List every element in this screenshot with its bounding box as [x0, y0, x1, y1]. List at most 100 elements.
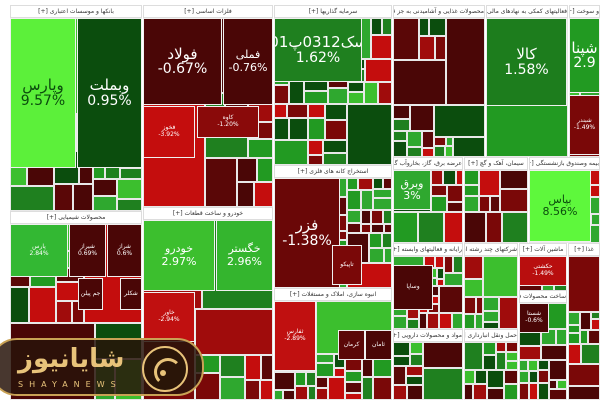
stock-cell[interactable]: [220, 377, 245, 400]
stock-cell[interactable]: [499, 297, 518, 329]
stock-cell[interactable]: [486, 102, 568, 157]
stock-cell[interactable]: [529, 383, 538, 400]
sector-header[interactable]: انبوه سازی، املاک و مستغلات [+]: [274, 288, 392, 301]
stock-cell[interactable]: [347, 178, 358, 190]
stock-cell[interactable]: [295, 386, 308, 400]
stock-cell[interactable]: [308, 155, 323, 165]
stock-cell[interactable]: [371, 210, 383, 224]
stock-cell[interactable]: [369, 248, 384, 263]
stock-cell[interactable]: [205, 158, 237, 207]
stock-cell[interactable]: [429, 18, 446, 36]
stock-cell[interactable]: [439, 313, 452, 329]
stock-cell[interactable]: [479, 170, 500, 196]
stock-cell[interactable]: [423, 368, 463, 400]
stock-cell[interactable]: [347, 190, 361, 210]
stock-cell[interactable]: [487, 388, 504, 400]
stock-tile[interactable]: سک0312پ011.62%: [274, 18, 362, 82]
sector-header[interactable]: بانکها و موسسات اعتباری [+]: [10, 5, 142, 18]
stock-tile[interactable]: کالا 1.58%: [486, 18, 567, 106]
stock-cell[interactable]: [274, 85, 289, 104]
stock-cell[interactable]: [435, 256, 444, 268]
stock-cell[interactable]: [283, 390, 295, 400]
stock-cell[interactable]: [373, 377, 392, 400]
stock-tile[interactable]: فملی -0.76%: [223, 18, 273, 105]
stock-cell[interactable]: [365, 59, 392, 82]
sector-header[interactable]: فعالیتهای کمکی به نهادهای مالی [+]: [486, 5, 568, 18]
stock-tile[interactable]: خگستر 2.96%: [216, 220, 273, 291]
stock-cell[interactable]: [446, 137, 453, 146]
stock-tile[interactable]: تاپیکو: [332, 245, 362, 285]
stock-cell[interactable]: [519, 346, 541, 360]
stock-cell[interactable]: [287, 104, 308, 118]
stock-tile[interactable]: حکشتی -1.49%: [519, 256, 567, 286]
stock-cell[interactable]: [325, 104, 347, 120]
stock-cell[interactable]: [295, 372, 306, 386]
stock-cell[interactable]: [496, 352, 506, 370]
stock-cell[interactable]: [475, 314, 483, 329]
stock-tile[interactable]: خاور -2.94%: [143, 292, 195, 342]
stock-cell[interactable]: [289, 118, 308, 140]
stock-cell[interactable]: [334, 368, 345, 377]
sector-header[interactable]: ساخت محصولات فلزی [+]: [519, 290, 567, 303]
stock-cell[interactable]: [325, 120, 347, 140]
stock-tile[interactable]: شراز 0.6%: [107, 224, 142, 277]
stock-cell[interactable]: [384, 224, 392, 233]
stock-cell[interactable]: [464, 185, 479, 196]
stock-cell[interactable]: [345, 371, 362, 382]
stock-cell[interactable]: [393, 60, 446, 105]
stock-cell[interactable]: [245, 380, 260, 400]
stock-cell[interactable]: [406, 376, 423, 385]
stock-tile[interactable]: خودرو 2.97%: [143, 220, 215, 291]
stock-cell[interactable]: [407, 385, 423, 400]
stock-cell[interactable]: [358, 178, 373, 190]
stock-cell[interactable]: [447, 185, 463, 202]
stock-cell[interactable]: [261, 355, 273, 380]
stock-cell[interactable]: [568, 344, 581, 364]
stock-cell[interactable]: [464, 297, 476, 314]
stock-cell[interactable]: [568, 386, 600, 400]
stock-cell[interactable]: [591, 312, 600, 319]
stock-tile[interactable]: وبرق 3%: [393, 170, 431, 210]
stock-cell[interactable]: [410, 354, 423, 366]
stock-cell[interactable]: [486, 212, 502, 243]
stock-cell[interactable]: [383, 210, 392, 224]
stock-tile[interactable]: شبندر -1.49%: [569, 95, 600, 155]
stock-cell[interactable]: [500, 189, 528, 212]
stock-tile[interactable]: کاوه -1.20%: [197, 106, 259, 138]
stock-cell[interactable]: [373, 178, 383, 189]
sector-header[interactable]: و سوخت [+]: [569, 5, 600, 18]
sector-header[interactable]: ماشین آلات [+]: [519, 243, 567, 256]
stock-cell[interactable]: [237, 182, 254, 207]
stock-cell[interactable]: [348, 82, 364, 92]
stock-cell[interactable]: [245, 355, 261, 380]
stock-cell[interactable]: [506, 361, 518, 370]
stock-cell[interactable]: [432, 296, 439, 304]
stock-cell[interactable]: [10, 186, 54, 211]
sector-header[interactable]: فلزات اساسی [+]: [143, 5, 273, 18]
stock-cell[interactable]: [456, 170, 463, 185]
stock-cell[interactable]: [393, 141, 407, 157]
stock-cell[interactable]: [393, 212, 418, 243]
stock-cell[interactable]: [362, 377, 373, 400]
stock-cell[interactable]: [423, 342, 463, 368]
stock-cell[interactable]: [308, 104, 325, 118]
stock-cell[interactable]: [384, 248, 392, 263]
stock-cell[interactable]: [431, 196, 447, 212]
stock-cell[interactable]: [432, 286, 439, 296]
stock-cell[interactable]: [383, 178, 392, 189]
sector-header[interactable]: مواد و محصولات دارویی [+]: [393, 329, 463, 342]
stock-cell[interactable]: [73, 184, 93, 211]
stock-tile[interactable]: وپارس 9.57%: [10, 18, 76, 168]
sector-header[interactable]: عرضه برق، گاز، بخاروآب گرم [+]: [393, 157, 463, 170]
stock-cell[interactable]: [347, 210, 361, 223]
stock-tile[interactable]: شستا -0.6%: [519, 303, 549, 333]
stock-cell[interactable]: [568, 256, 600, 312]
stock-cell[interactable]: [274, 372, 295, 390]
stock-tile[interactable]: ثامان: [365, 330, 392, 360]
stock-cell[interactable]: [345, 382, 362, 393]
stock-cell[interactable]: [519, 360, 528, 371]
stock-cell[interactable]: [549, 360, 567, 380]
stock-cell[interactable]: [549, 389, 567, 400]
stock-cell[interactable]: [393, 119, 410, 131]
stock-cell[interactable]: [580, 312, 591, 330]
